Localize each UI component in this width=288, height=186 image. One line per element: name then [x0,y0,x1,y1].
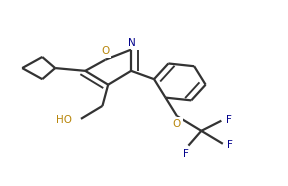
Text: HO: HO [56,115,72,125]
Text: O: O [173,119,181,129]
Text: F: F [183,149,189,159]
Text: F: F [227,140,233,150]
Text: F: F [226,115,232,125]
Text: O: O [101,46,109,56]
Text: N: N [128,38,136,48]
